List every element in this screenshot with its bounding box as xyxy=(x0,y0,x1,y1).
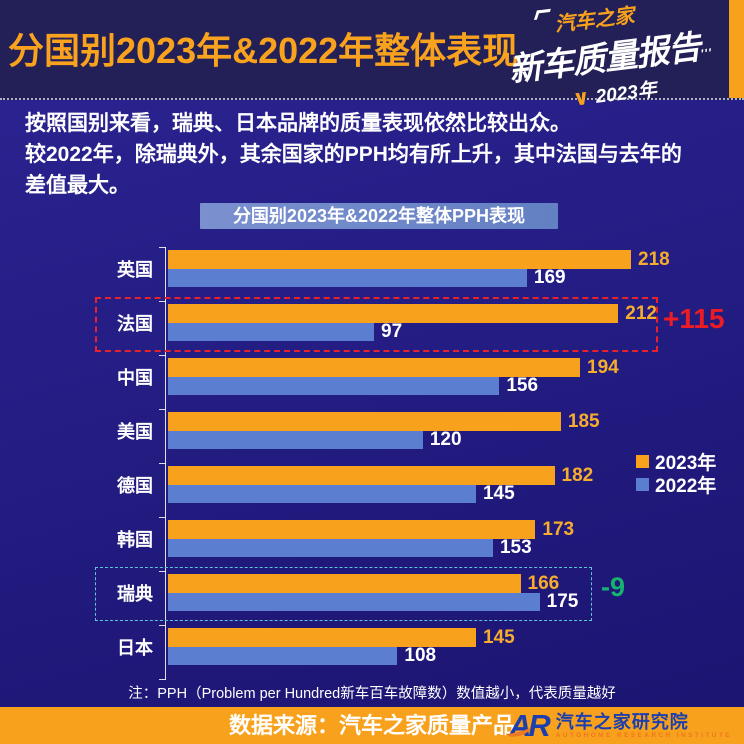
check-icon: ∨ xyxy=(571,85,592,111)
axis-tick xyxy=(159,571,166,572)
axis-tick xyxy=(159,409,166,410)
bar-row: 156 xyxy=(168,375,539,397)
bar-row: 212 xyxy=(168,304,657,323)
page-title: 分国别2023年&2022年整体表现 xyxy=(8,30,519,71)
research-institute-logo: AR 汽车之家研究院 AUTOHOME RESEARCH INSTITUTE xyxy=(503,710,732,742)
legend: 2023年 2022年 xyxy=(636,450,717,497)
bar-value: 153 xyxy=(499,537,532,559)
bar-row: 169 xyxy=(168,267,566,289)
bar-chart: 英国 218 169 法国 212 97 中国 194 156 美国 185 120 德国 182 145 韩… xyxy=(0,240,744,684)
bar-value: 182 xyxy=(561,464,594,486)
brand-logo: 汽车之家 新车质量报告''' ∨ 2023年 xyxy=(499,0,719,111)
bar-2022年-中国 xyxy=(168,376,500,395)
bar-row: 218 xyxy=(168,250,670,269)
header: 分国别2023年&2022年整体表现 汽车之家 新车质量报告''' ∨ 2023年 xyxy=(0,0,744,111)
bar-row: 145 xyxy=(168,628,515,647)
bar-value: 145 xyxy=(482,483,515,505)
bar-value: 108 xyxy=(404,645,437,667)
summary-line-2: 较2022年，除瑞典外，其余国家的PPH均有所上升，其中法国与去年的 xyxy=(25,143,682,166)
bar-row: 166 xyxy=(168,574,559,593)
chart-title: 分国别2023年&2022年整体PPH表现 xyxy=(200,203,558,229)
bar-2022年-德国 xyxy=(168,484,476,503)
legend-item-2022: 2022年 xyxy=(636,473,717,497)
axis-tick xyxy=(159,625,166,626)
bar-value: 120 xyxy=(429,429,462,451)
header-accent-strip xyxy=(729,0,744,98)
bar-row: 194 xyxy=(168,358,619,377)
bar-2023年-日本 xyxy=(168,628,476,647)
annotation-sweden-delta: -9 xyxy=(601,572,626,602)
legend-label-2023: 2023年 xyxy=(655,453,717,474)
category-label: 法国 xyxy=(117,313,153,334)
bar-row: 145 xyxy=(168,483,515,505)
axis-tick xyxy=(159,517,166,518)
bar-2022年-日本 xyxy=(168,646,398,665)
bar-value: 166 xyxy=(527,572,560,594)
category-label: 美国 xyxy=(117,421,153,442)
category-label: 德国 xyxy=(117,475,153,496)
category-label: 中国 xyxy=(117,367,153,388)
bar-2023年-中国 xyxy=(168,358,581,377)
axis-tick xyxy=(159,355,166,356)
bar-value: 173 xyxy=(542,518,575,540)
category-label: 日本 xyxy=(117,637,153,658)
institute-name-en: AUTOHOME RESEARCH INSTITUTE xyxy=(555,731,732,739)
bar-row: 185 xyxy=(168,412,600,431)
axis-tick xyxy=(159,463,166,464)
bar-2023年-韩国 xyxy=(168,520,536,539)
category-label: 英国 xyxy=(117,259,153,280)
bar-2022年-韩国 xyxy=(168,538,493,557)
bar-row: 108 xyxy=(168,645,437,667)
legend-swatch-2022 xyxy=(636,478,649,491)
footnote: 注：PPH（Problem per Hundred新车百车故障数）数值越小，代表… xyxy=(128,686,616,702)
bar-row: 97 xyxy=(168,321,403,343)
bar-value: 156 xyxy=(506,375,539,397)
bar-2023年-英国 xyxy=(168,250,631,269)
corner-bracket-icon xyxy=(533,8,551,20)
bar-2022年-英国 xyxy=(168,268,527,287)
data-source: 数据来源：汽车之家质量产品 xyxy=(228,713,515,738)
legend-swatch-2023 xyxy=(636,455,649,468)
bar-2023年-瑞典 xyxy=(168,574,521,593)
bar-2023年-法国 xyxy=(168,304,619,323)
summary-text: 按照国别来看，瑞典、日本品牌的质量表现依然比较出众。 较2022年，除瑞典外，其… xyxy=(25,108,730,201)
legend-item-2023: 2023年 xyxy=(636,450,717,474)
bar-2022年-法国 xyxy=(168,322,374,341)
axis-tick xyxy=(159,679,166,680)
bar-row: 175 xyxy=(168,591,579,613)
bar-value: 169 xyxy=(533,267,566,289)
bar-value: 175 xyxy=(546,591,579,613)
bar-row: 120 xyxy=(168,429,462,451)
bar-2023年-德国 xyxy=(168,466,555,485)
summary-line-3: 差值最大。 xyxy=(25,174,130,197)
highlight-box-sweden xyxy=(95,567,592,621)
bar-value: 212 xyxy=(625,302,657,324)
axis-tick xyxy=(159,301,166,302)
summary-line-1: 按照国别来看，瑞典、日本品牌的质量表现依然比较出众。 xyxy=(25,112,571,135)
axis-tick xyxy=(159,247,166,248)
category-label: 瑞典 xyxy=(117,583,153,604)
bar-value: 185 xyxy=(567,410,600,432)
bar-row: 182 xyxy=(168,466,593,485)
category-label: 韩国 xyxy=(117,529,153,550)
bar-value: 194 xyxy=(587,356,619,378)
bar-2022年-美国 xyxy=(168,430,423,449)
bar-row: 153 xyxy=(168,537,532,559)
bar-row: 173 xyxy=(168,520,574,539)
bar-value: 218 xyxy=(638,248,670,270)
institute-name: 汽车之家研究院 AUTOHOME RESEARCH INSTITUTE xyxy=(555,711,732,740)
institute-name-cn: 汽车之家研究院 xyxy=(555,711,689,732)
speed-lines-icon: ''' xyxy=(699,45,713,61)
ar-logo-icon: AR xyxy=(503,710,551,741)
bar-value: 97 xyxy=(381,321,403,343)
annotation-france-delta: +115 xyxy=(663,303,725,334)
bar-2022年-瑞典 xyxy=(168,592,540,611)
footer: 数据来源：汽车之家质量产品 AR 汽车之家研究院 AUTOHOME RESEAR… xyxy=(0,707,744,744)
bar-value: 145 xyxy=(482,626,515,648)
legend-label-2022: 2022年 xyxy=(655,476,717,497)
bar-2023年-美国 xyxy=(168,412,561,431)
highlight-box-france xyxy=(95,297,658,352)
